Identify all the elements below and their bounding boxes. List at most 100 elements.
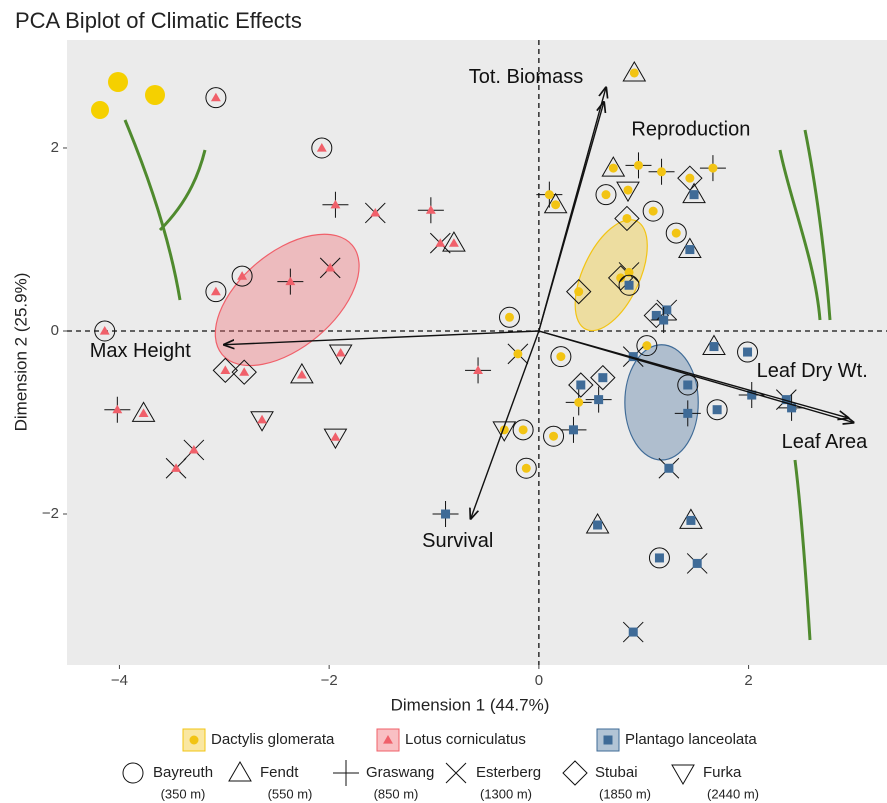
data-point — [319, 257, 341, 279]
marker — [574, 287, 584, 297]
marker — [562, 760, 588, 786]
marker — [131, 401, 156, 422]
legend-label: Plantago lanceolata — [625, 731, 757, 748]
marker — [521, 463, 531, 473]
data-point — [565, 389, 592, 416]
marker — [737, 341, 759, 363]
data-point — [550, 346, 572, 368]
marker — [435, 238, 446, 247]
marker — [682, 182, 706, 204]
marker — [685, 245, 695, 255]
data-point — [231, 265, 253, 287]
marker — [616, 181, 640, 203]
marker — [590, 364, 616, 391]
data-point — [568, 372, 594, 398]
marker — [333, 760, 359, 786]
marker — [622, 60, 647, 82]
marker — [189, 735, 199, 745]
marker — [296, 369, 307, 379]
loading-arrow — [471, 330, 540, 519]
data-point — [682, 182, 706, 204]
marker — [188, 445, 199, 454]
x-axis-label: Dimension 1 (44.7%) — [391, 695, 550, 714]
marker — [445, 762, 467, 784]
data-point — [429, 232, 451, 254]
marker — [228, 761, 252, 782]
data-point — [616, 181, 640, 203]
data-point — [622, 621, 644, 643]
marker — [624, 280, 634, 290]
marker — [311, 137, 333, 159]
y-tick-label: 2 — [51, 139, 59, 156]
data-point — [636, 335, 658, 357]
marker — [171, 463, 182, 472]
marker — [595, 184, 617, 206]
marker — [651, 310, 661, 320]
legend-elevation: (550 m) — [268, 786, 313, 801]
confidence-ellipse — [624, 344, 699, 461]
data-point — [702, 334, 726, 356]
marker — [250, 411, 274, 432]
marker — [614, 205, 640, 232]
marker — [787, 403, 797, 413]
marker — [601, 190, 611, 200]
marker — [648, 547, 670, 569]
marker — [603, 735, 613, 745]
data-point — [250, 411, 274, 432]
marker — [210, 92, 221, 102]
marker — [616, 273, 626, 283]
marker — [629, 68, 639, 78]
marker — [642, 200, 664, 222]
data-point — [585, 386, 612, 413]
marker — [210, 286, 221, 296]
marker — [499, 306, 521, 328]
legend-elevation: (2440 m) — [707, 786, 759, 801]
marker — [708, 163, 718, 173]
marker — [677, 237, 702, 259]
marker — [512, 419, 534, 441]
marker — [747, 390, 757, 400]
marker — [442, 231, 466, 252]
plot-area: Tot. Biomass Reproduction Max Height Leaf D… — [67, 40, 887, 665]
marker — [712, 405, 722, 415]
marker — [290, 362, 314, 384]
marker — [112, 404, 123, 414]
x-tick-label: −4 — [111, 672, 128, 689]
marker — [692, 558, 702, 568]
loading-label: Reproduction — [631, 119, 750, 141]
legend-label: Graswang — [366, 764, 434, 781]
marker — [441, 509, 451, 519]
marker — [706, 399, 728, 421]
data-point — [205, 281, 227, 303]
marker — [671, 764, 695, 785]
plant-flower — [91, 72, 165, 119]
data-point — [277, 268, 304, 295]
legend-elevation: (850 m) — [374, 786, 419, 801]
marker — [515, 457, 537, 479]
data-point — [618, 262, 640, 283]
marker — [99, 326, 110, 335]
data-point — [104, 396, 131, 423]
data-point — [650, 307, 677, 334]
marker — [618, 274, 640, 296]
data-point — [290, 362, 314, 384]
y-tick-label: 0 — [51, 322, 59, 339]
marker — [370, 208, 381, 217]
data-point — [614, 205, 640, 232]
marker — [492, 421, 517, 442]
legend-elevation: (350 m) — [161, 786, 206, 801]
marker — [686, 515, 696, 525]
data-point — [183, 439, 205, 461]
marker — [556, 352, 566, 362]
marker — [685, 173, 695, 183]
loading-arrow — [538, 102, 604, 332]
marker — [585, 512, 610, 534]
x-tick-label: −2 — [321, 672, 338, 689]
marker — [518, 425, 528, 435]
marker — [608, 163, 618, 173]
marker — [543, 425, 565, 447]
chart-title: PCA Biplot of Climatic Effects — [15, 8, 302, 33]
data-point — [585, 512, 610, 534]
data-point — [231, 359, 257, 385]
data-point — [131, 401, 156, 422]
